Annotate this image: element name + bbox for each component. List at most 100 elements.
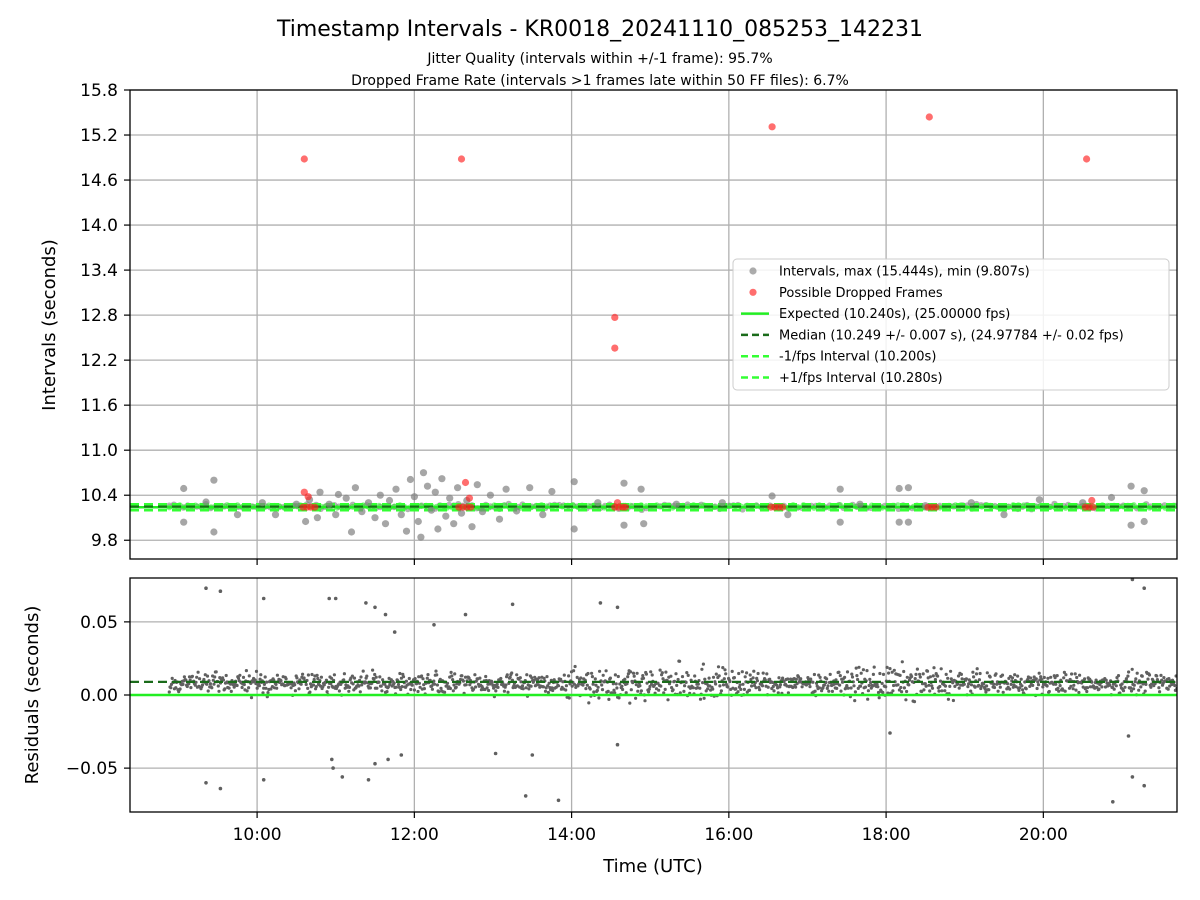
interval-point xyxy=(180,518,188,526)
residual-point xyxy=(741,682,745,686)
residual-point xyxy=(937,689,941,693)
residual-point xyxy=(775,683,779,687)
residual-point xyxy=(866,689,871,693)
residual-point xyxy=(737,671,741,676)
residual-point xyxy=(422,687,426,691)
residual-outlier-point xyxy=(392,630,397,634)
residual-point xyxy=(312,677,316,682)
residual-point xyxy=(676,677,680,682)
residual-point xyxy=(621,687,625,692)
residual-point xyxy=(730,669,734,674)
residual-point xyxy=(752,669,756,673)
residual-point xyxy=(374,675,378,679)
residual-point xyxy=(943,684,948,688)
residual-point xyxy=(711,675,716,679)
residual-point xyxy=(1100,685,1104,689)
y-tick-label: 12.8 xyxy=(80,306,118,326)
residual-point xyxy=(918,675,922,679)
residual-point xyxy=(738,683,742,687)
legend-label: Possible Dropped Frames xyxy=(779,286,943,301)
residual-point xyxy=(960,677,964,681)
residual-point xyxy=(923,682,927,686)
residual-point xyxy=(392,681,396,685)
residual-point xyxy=(899,685,903,690)
residual-point xyxy=(1054,682,1058,686)
residual-point xyxy=(187,675,192,679)
residual-point xyxy=(949,677,953,681)
interval-point xyxy=(414,517,422,526)
residual-point xyxy=(992,682,996,686)
residual-point xyxy=(615,686,619,690)
residual-point xyxy=(227,686,231,690)
residual-point xyxy=(977,678,982,682)
residual-point xyxy=(858,684,863,688)
residual-point xyxy=(600,688,605,692)
residual-point xyxy=(647,690,651,694)
residual-outlier-point xyxy=(366,778,371,782)
residual-point xyxy=(822,683,827,687)
residual-outlier-point xyxy=(432,623,436,627)
residual-point xyxy=(604,669,608,673)
residual-point xyxy=(412,688,416,692)
residual-point xyxy=(524,686,528,690)
residual-point xyxy=(973,685,977,689)
y-tick-label: 14.6 xyxy=(80,171,118,191)
residual-point xyxy=(1001,690,1005,694)
residual-point xyxy=(467,676,471,680)
residual-point xyxy=(435,673,439,677)
residual-point xyxy=(620,684,624,688)
residual-outlier-point xyxy=(261,596,266,601)
residual-point xyxy=(454,685,458,689)
residual-point xyxy=(686,673,690,678)
residual-point xyxy=(1011,685,1015,689)
residual-point xyxy=(1144,682,1148,687)
residual-point xyxy=(701,681,705,685)
residual-point xyxy=(693,674,697,678)
residual-point xyxy=(1010,676,1015,680)
residual-point xyxy=(723,668,727,672)
residual-point xyxy=(293,689,297,693)
interval-point xyxy=(423,482,432,490)
residual-outlier-point xyxy=(530,753,535,757)
residual-point xyxy=(815,684,819,688)
intervals-panel: 9.8 10.4 11.0 11.6 12.2 12.8 13.4 14.0 14.6 15.2 1… xyxy=(80,81,1178,565)
interval-point xyxy=(457,509,466,517)
residual-point xyxy=(983,687,987,691)
residual-point xyxy=(758,688,762,692)
residual-point xyxy=(1116,674,1121,678)
residual-point xyxy=(325,690,329,694)
residual-point xyxy=(232,685,236,689)
residual-point xyxy=(714,682,718,686)
bottom-y-axis-label: Residuals (seconds) xyxy=(22,606,43,785)
residual-point xyxy=(1114,684,1118,688)
y-tick-label: 10.4 xyxy=(80,486,118,506)
residual-point xyxy=(1070,672,1074,676)
residual-point xyxy=(189,686,193,690)
residual-point xyxy=(871,684,875,688)
residual-point xyxy=(525,673,529,677)
residual-outlier-point xyxy=(1126,734,1131,738)
residual-point xyxy=(275,686,279,690)
residual-point xyxy=(1132,683,1136,687)
residual-point xyxy=(1032,675,1036,679)
residual-point xyxy=(347,689,351,693)
residual-point xyxy=(229,689,233,694)
residual-point xyxy=(586,671,590,676)
residual-point xyxy=(1068,677,1072,682)
residual-point xyxy=(825,686,829,691)
residual-point xyxy=(722,677,726,681)
residual-point xyxy=(700,667,704,671)
interval-point xyxy=(478,508,487,516)
residual-point xyxy=(210,686,214,690)
residual-point xyxy=(432,682,437,686)
residual-point xyxy=(461,679,465,683)
residual-point xyxy=(800,685,804,689)
residual-point xyxy=(190,674,194,678)
interval-point xyxy=(371,514,379,522)
residual-point xyxy=(863,685,868,689)
x-tick-label: 14:00 xyxy=(547,825,596,845)
residual-point xyxy=(971,670,975,674)
residual-point xyxy=(490,680,494,685)
legend-label: +1/fps Interval (10.280s) xyxy=(779,371,943,386)
interval-point xyxy=(258,499,266,507)
